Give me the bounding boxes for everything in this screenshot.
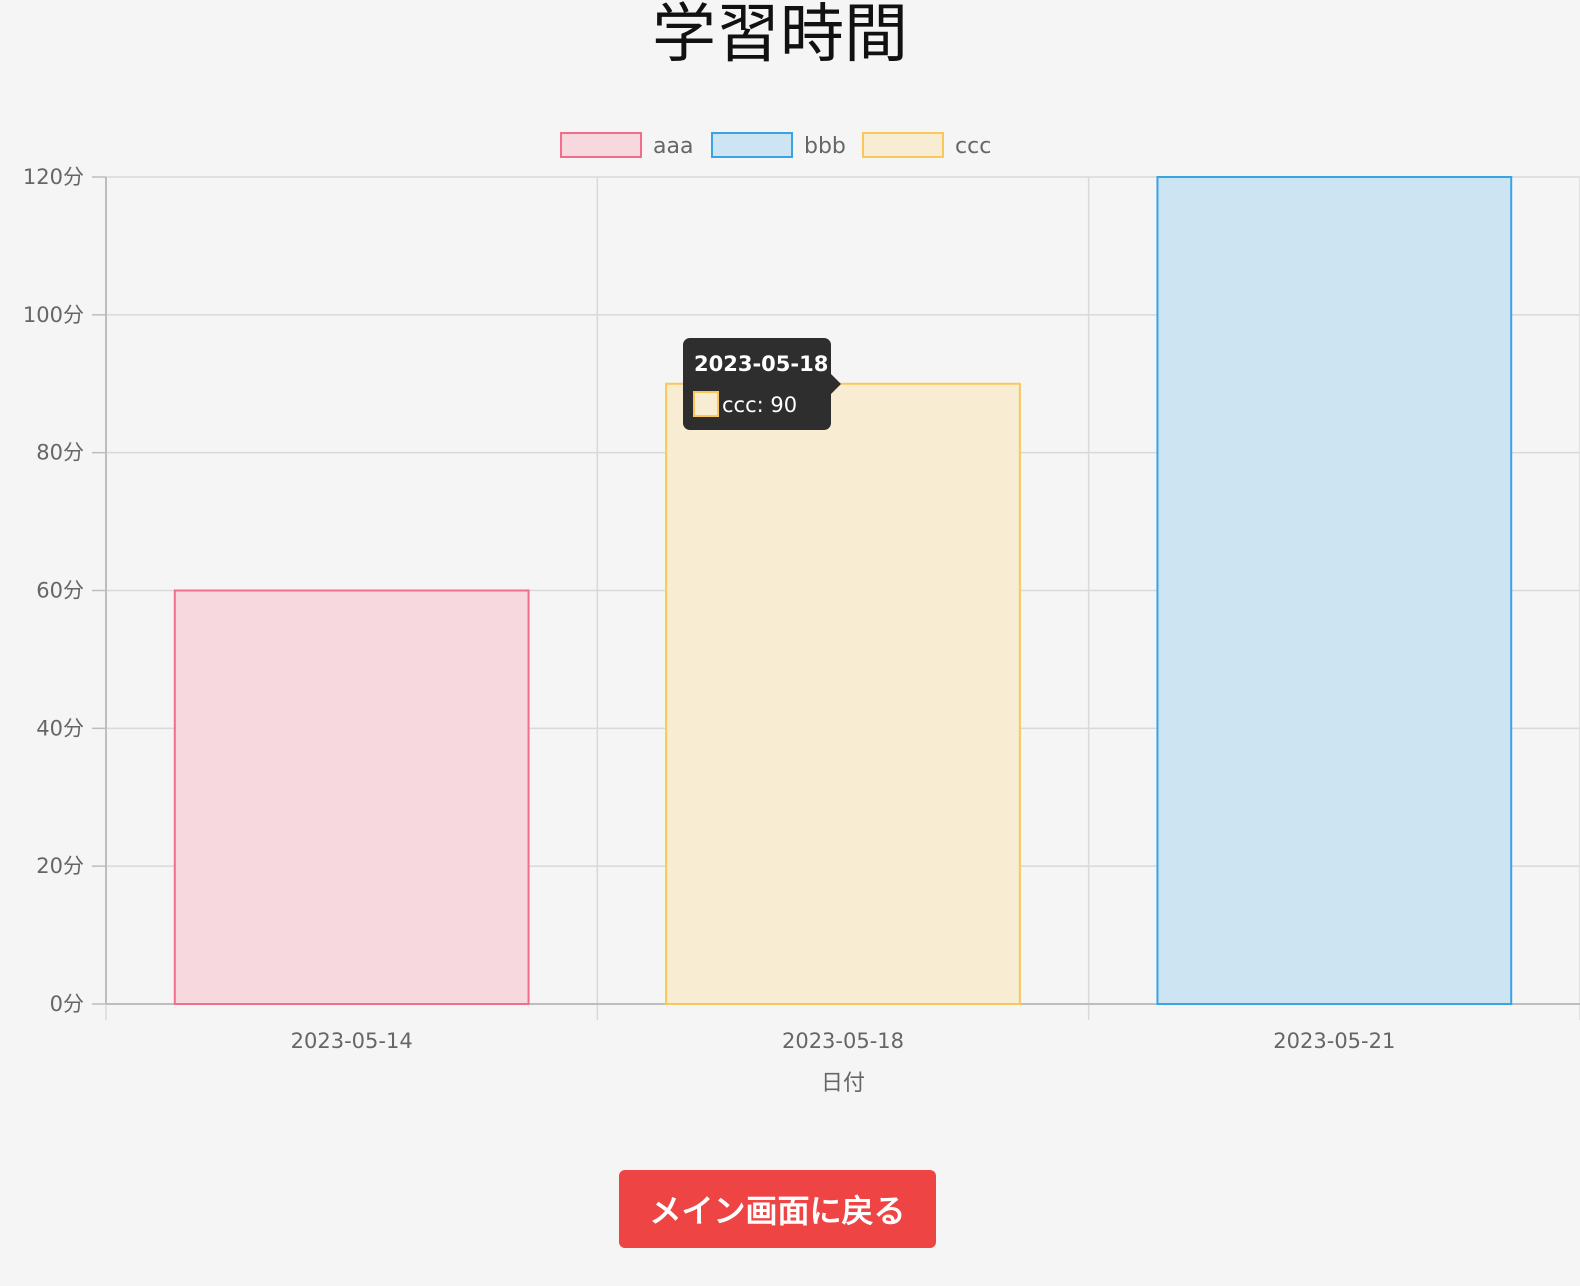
tooltip-swatch [693,391,719,417]
legend-label-aaa: aaa [653,134,693,159]
legend-swatch-aaa[interactable] [560,132,642,158]
x-axis-title: 日付 [821,1071,865,1096]
y-tick-label: 20分 [36,854,84,878]
y-tick-label: 100分 [23,303,84,327]
page-title: 学習時間 [652,0,908,72]
x-tick-label: 2023-05-21 [1273,1029,1395,1053]
y-tick-label: 60分 [36,579,84,603]
x-tick-label: 2023-05-18 [782,1029,904,1053]
legend-label-bbb: bbb [804,134,846,159]
y-tick-label: 0分 [50,992,84,1016]
legend-swatch-ccc[interactable] [862,132,944,158]
y-tick-label: 40分 [36,716,84,740]
bar-chart: 0分 20分 40分 60分 80分 100分 120分 2023-05-14 2023-05-… [23,132,1580,1096]
tooltip-label: ccc: 90 [722,393,797,417]
bar-ccc[interactable] [665,382,1021,1005]
legend-swatch-bbb[interactable] [711,132,793,158]
back-to-main-button[interactable]: メイン画面に戻る [619,1170,936,1248]
bar-aaa[interactable] [173,589,530,1005]
tooltip-caret [831,374,841,394]
tooltip-title: 2023-05-18 [694,352,828,376]
bar-bbb[interactable] [1156,176,1513,1005]
y-tick-label: 120分 [23,165,84,189]
tooltip-box [683,338,831,430]
x-tick-label: 2023-05-14 [291,1029,413,1053]
y-tick-label: 80分 [36,441,84,465]
legend-label-ccc: ccc [955,134,991,159]
